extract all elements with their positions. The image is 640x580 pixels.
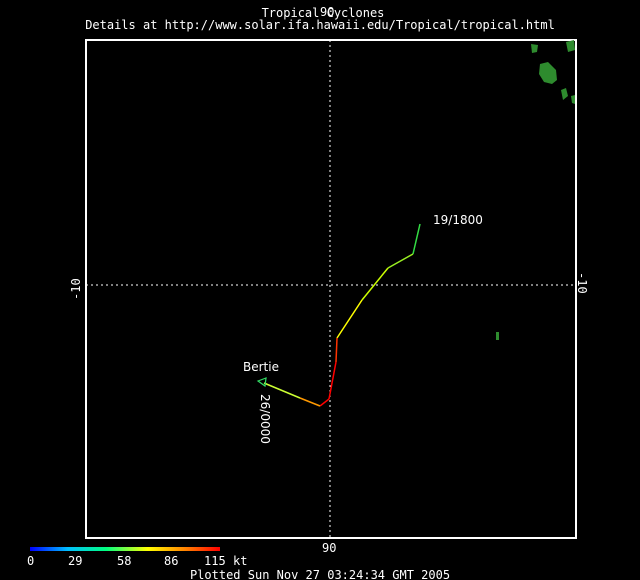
legend-tick-86: 86 <box>164 554 178 568</box>
latitude-label-left: -10 <box>69 278 83 300</box>
landmass-island-5 <box>571 95 575 104</box>
figure-title: Tropical Cyclones <box>262 6 385 20</box>
map-frame <box>85 39 577 539</box>
landmass-islet <box>496 332 499 340</box>
land-masses <box>496 40 575 340</box>
legend-tick-115: 115 <box>204 554 226 568</box>
landmass-island-1 <box>539 62 557 84</box>
landmass-island-3 <box>566 40 575 52</box>
track-segment-9 <box>263 382 301 399</box>
storm-start-time-label: 19/1800 <box>433 213 483 227</box>
storm-end-time-label: 26/0000 <box>258 394 272 444</box>
storm-end-marker-icon <box>256 377 267 388</box>
legend-tick-0: 0 <box>27 554 34 568</box>
track-segment-1 <box>412 223 421 255</box>
landmass-island-4 <box>561 88 568 100</box>
longitude-label-bottom: 90 <box>322 541 336 555</box>
legend-tick-29: 29 <box>68 554 82 568</box>
legend-unit: kt <box>233 554 247 568</box>
latitude-label-right: -10 <box>575 272 589 294</box>
track-segment-5 <box>335 337 338 363</box>
track-segment-6 <box>328 361 337 400</box>
track-segment-3 <box>361 267 389 301</box>
track-segment-7 <box>319 398 330 407</box>
storm-name-label: Bertie <box>243 360 279 374</box>
landmass-island-2 <box>531 44 538 53</box>
track-segment-8 <box>299 397 321 407</box>
wind-speed-color-bar <box>30 547 220 551</box>
track-segment-4 <box>336 299 363 339</box>
plotted-timestamp: Plotted Sun Nov 27 03:24:34 GMT 2005 <box>190 568 450 580</box>
track-segment-2 <box>387 253 414 269</box>
storm-track-bertie <box>256 223 421 407</box>
details-link-text: Details at http://www.solar.ifa.hawaii.e… <box>85 18 555 32</box>
legend-tick-58: 58 <box>117 554 131 568</box>
longitude-label-top: 90 <box>320 5 334 19</box>
